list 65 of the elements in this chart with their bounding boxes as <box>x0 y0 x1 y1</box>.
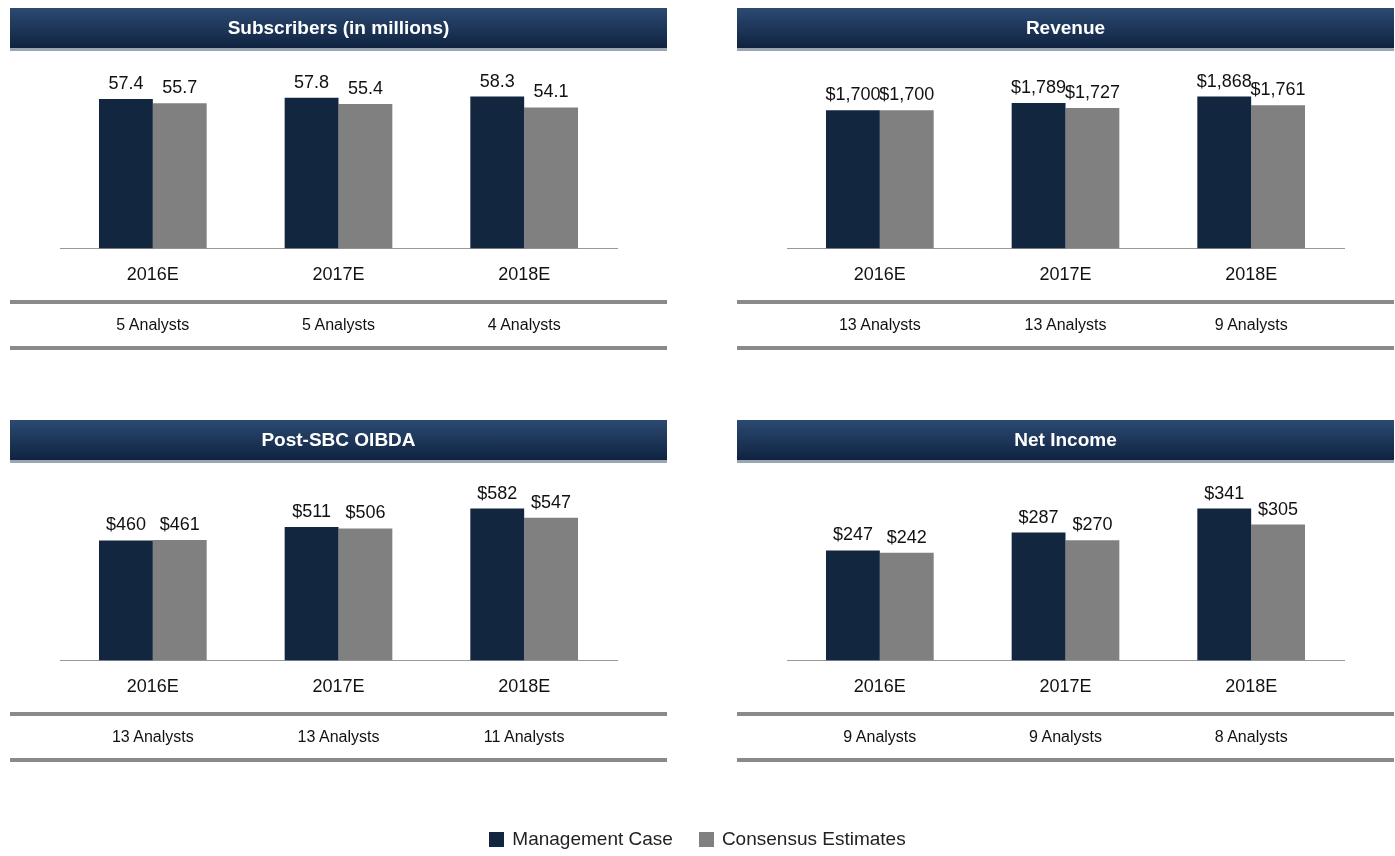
data-label: 58.3 <box>479 70 515 91</box>
text: 9 Analysts <box>1029 727 1102 745</box>
data-label: $270 <box>1072 514 1113 535</box>
bar <box>1197 508 1252 661</box>
data-label: $1,761 <box>1250 79 1306 100</box>
data-label: $341 <box>1204 482 1245 503</box>
bar <box>284 527 339 661</box>
text: 4 Analysts <box>487 315 561 333</box>
chart-title: Net Income <box>737 420 1394 463</box>
text: 9 Analysts <box>1214 315 1288 333</box>
data-label: $582 <box>477 482 518 503</box>
text: 13 Analysts <box>1024 315 1107 333</box>
bar <box>825 550 880 661</box>
data-label: $506 <box>345 502 386 523</box>
bar <box>524 517 579 661</box>
x-tick-label: 2018E <box>1225 264 1278 285</box>
x-tick-label: 2016E <box>126 264 179 285</box>
text: 13 Analysts <box>838 315 921 333</box>
data-label: 57.8 <box>294 71 330 92</box>
x-tick-label: 2017E <box>1039 676 1092 697</box>
x-tick-label: 2016E <box>853 264 906 285</box>
bar <box>879 552 934 661</box>
chart-title: Post-SBC OIBDA <box>10 420 667 463</box>
bar <box>338 528 393 661</box>
legend-label: Management Case <box>512 828 673 850</box>
text: 9 Analysts <box>843 727 917 745</box>
data-label: $1,700 <box>879 84 935 105</box>
text: 5 Analysts <box>302 315 375 333</box>
bar <box>470 508 525 661</box>
text: 13 Analysts <box>111 727 194 745</box>
data-label: 57.4 <box>108 72 144 93</box>
x-tick-label: 2018E <box>498 676 551 697</box>
x-tick-label: 2017E <box>312 676 365 697</box>
text: 8 Analysts <box>1214 727 1288 745</box>
data-label: $305 <box>1258 498 1299 519</box>
data-label: $1,868 <box>1196 70 1252 91</box>
text: 13 Analysts <box>297 727 380 745</box>
data-label: $1,727 <box>1064 81 1120 102</box>
data-label: 55.7 <box>162 77 198 98</box>
data-label: $247 <box>832 524 873 545</box>
data-label: 55.4 <box>347 78 383 99</box>
x-tick-label: 2016E <box>126 676 179 697</box>
x-tick-label: 2018E <box>1225 676 1278 697</box>
data-label: $242 <box>886 526 927 547</box>
chart-title: Revenue <box>737 8 1394 51</box>
bar <box>98 540 153 661</box>
x-tick-label: 2017E <box>312 264 365 285</box>
data-label: $287 <box>1018 506 1059 527</box>
data-label: $547 <box>531 491 572 512</box>
bar <box>152 540 207 661</box>
x-tick-label: 2018E <box>498 264 551 285</box>
text: 11 Analysts <box>483 727 565 745</box>
text: 5 Analysts <box>116 315 190 333</box>
data-label: $511 <box>292 501 331 522</box>
x-tick-label: 2016E <box>853 676 906 697</box>
x-tick-label: 2017E <box>1039 264 1092 285</box>
data-label: $460 <box>105 514 146 535</box>
data-label: 54.1 <box>533 81 569 102</box>
data-label: $461 <box>159 514 200 535</box>
legend-label: Consensus Estimates <box>721 828 906 850</box>
chart-title: Subscribers (in millions) <box>10 8 667 51</box>
bar <box>1065 540 1120 661</box>
bar <box>1011 532 1066 661</box>
bar <box>1251 524 1306 661</box>
data-label: $1,700 <box>825 84 881 105</box>
